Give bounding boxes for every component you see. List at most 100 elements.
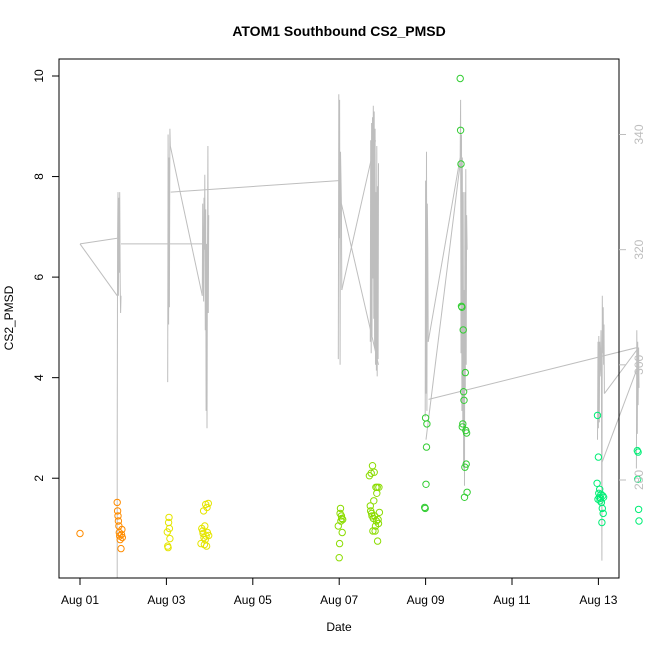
data-point-s1-4 [165, 513, 173, 522]
y2-tick-label-0: 280 [632, 470, 646, 490]
data-point-s4-0 [593, 479, 601, 487]
secondary-segment-3 [337, 94, 343, 365]
data-point-s3-6 [456, 74, 464, 83]
y-tick-label-4: 10 [32, 69, 46, 83]
data-point-s4-20 [635, 517, 643, 525]
y-tick-label-0: 2 [32, 475, 46, 482]
secondary-connector-0 [79, 243, 118, 296]
x-axis-label: Date [326, 620, 352, 634]
x-tick-label-6: Aug 13 [579, 593, 617, 607]
data-point-s3-20 [462, 460, 470, 468]
data-point-s2-26 [373, 489, 381, 497]
data-point-s1-17 [202, 532, 210, 540]
data-point-s4-8 [596, 494, 605, 502]
y-tick-label-2: 6 [32, 273, 46, 280]
data-point-s4-19 [634, 505, 643, 514]
x-tick-label-2: Aug 05 [234, 593, 272, 607]
data-point-s2-6 [337, 512, 346, 520]
data-point-s4-12 [598, 504, 606, 513]
secondary-connector-7 [427, 157, 461, 342]
data-point-s3-7 [456, 126, 465, 135]
x-tick-label-4: Aug 09 [407, 593, 445, 607]
x-tick-label-3: Aug 07 [320, 593, 358, 607]
data-point-s2-30 [374, 519, 383, 528]
data-point-s2-29 [374, 515, 382, 524]
data-point-s1-14 [201, 522, 209, 530]
data-point-s2-1 [335, 554, 343, 562]
data-point-s1-18 [202, 542, 211, 550]
data-point-s2-11 [366, 502, 374, 510]
data-point-s0-11 [118, 525, 126, 534]
data-point-s3-22 [463, 488, 471, 496]
secondary-segment-0 [116, 192, 122, 578]
data-point-s0-12 [118, 533, 127, 542]
data-point-s0-10 [117, 530, 126, 539]
data-point-s1-5 [165, 524, 174, 533]
data-point-s2-9 [339, 515, 347, 524]
data-point-s2-2 [335, 539, 344, 548]
data-point-s2-7 [338, 514, 346, 523]
secondary-segment-6 [459, 99, 468, 486]
data-point-s4-18 [634, 448, 642, 456]
axes-layer: Aug 01 Aug 03 Aug 05 Aug 07 Aug 09 Aug 11 Aug … [32, 69, 646, 607]
secondary-segment-4 [369, 105, 379, 377]
data-point-s3-1 [421, 504, 429, 513]
secondary-connector-6 [341, 140, 376, 291]
data-point-s3-13 [459, 326, 467, 334]
data-point-s1-6 [166, 534, 174, 543]
data-point-s4-13 [599, 492, 607, 500]
points-layer [76, 74, 643, 562]
secondary-connector-5 [340, 203, 379, 365]
data-point-s0-4 [114, 517, 123, 525]
data-point-s4-1 [593, 411, 602, 420]
data-point-s4-14 [599, 509, 607, 518]
secondary-connector-4 [170, 180, 339, 193]
data-point-s3-21 [462, 429, 471, 437]
data-point-s3-14 [459, 388, 468, 396]
data-point-s3-4 [422, 443, 431, 451]
data-point-s0-3 [114, 512, 122, 520]
y-tick-label-3: 8 [32, 173, 46, 180]
data-point-s2-13 [367, 469, 375, 477]
data-point-s2-4 [336, 504, 345, 513]
secondary-series-layer [79, 94, 640, 578]
data-point-s0-2 [113, 507, 122, 515]
secondary-connector-1 [79, 237, 118, 245]
data-point-s3-8 [457, 160, 465, 168]
secondary-connector-10 [603, 347, 640, 394]
secondary-connector-3 [169, 145, 203, 296]
y-tick-label-1: 4 [32, 374, 46, 381]
x-tick-label-5: Aug 11 [493, 593, 530, 607]
data-point-s4-6 [596, 485, 604, 493]
data-point-s1-19 [203, 503, 211, 512]
data-point-s2-19 [370, 497, 378, 505]
data-point-s0-9 [117, 544, 125, 553]
data-point-s2-28 [373, 537, 382, 545]
data-point-s3-10 [458, 303, 466, 311]
data-point-s2-32 [375, 508, 384, 517]
data-point-s3-5 [423, 420, 431, 428]
x-tick-label-0: Aug 01 [61, 593, 99, 607]
data-point-s3-15 [460, 396, 468, 404]
secondary-segment-5 [424, 151, 429, 417]
y2-tick-label-2: 320 [632, 239, 646, 259]
secondary-segment-8 [635, 330, 640, 469]
data-point-s4-11 [598, 518, 606, 527]
y2-tick-label-3: 340 [632, 124, 646, 144]
chart-title: ATOM1 Southbound CS2_PMSD [232, 23, 445, 39]
data-point-s1-13 [200, 540, 209, 549]
data-point-s2-31 [375, 483, 383, 491]
data-point-s3-12 [459, 420, 467, 428]
data-point-s0-1 [113, 498, 121, 507]
data-point-s2-22 [371, 527, 379, 535]
data-point-s2-25 [372, 517, 381, 525]
data-point-s3-3 [422, 480, 430, 488]
data-point-s4-17 [634, 475, 642, 483]
data-point-s0-8 [116, 535, 124, 544]
data-point-s0-0 [76, 529, 84, 538]
y-axis-label: CS2_PMSD [2, 285, 16, 350]
secondary-segment-7 [597, 295, 605, 561]
data-point-s1-2 [164, 543, 172, 552]
data-point-s1-22 [205, 531, 213, 540]
